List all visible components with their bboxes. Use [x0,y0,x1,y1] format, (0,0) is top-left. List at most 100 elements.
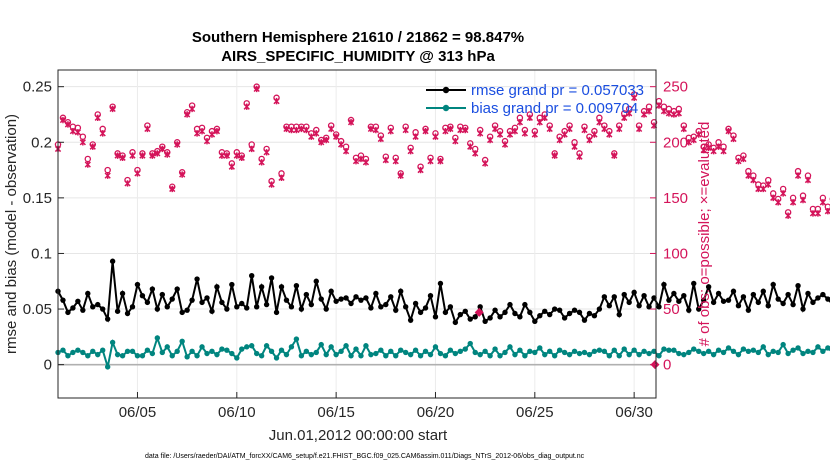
obs-evaluated-marker [243,103,250,110]
rmse-point [229,281,235,288]
rmse-point [407,317,414,323]
bias-point [556,347,563,353]
obs-evaluated-marker [278,174,285,182]
bias-point [561,349,568,356]
obs-evaluated-marker [730,135,737,143]
chart-title: Southern Hemisphere 21610 / 21862 = 98.8… [192,29,524,46]
rmse-point [114,308,121,314]
obs-evaluated-marker [765,181,772,188]
rmse-point [159,291,166,298]
bias-point [393,353,399,359]
bias-point [800,350,806,357]
bias-point [512,351,518,358]
obs-evaluated-marker [114,152,121,159]
obs-evaluated-marker [660,107,668,115]
obs-evaluated-marker [705,144,712,152]
rmse-point [646,304,652,310]
x-tick-label: 06/20 [417,404,455,421]
rmse-point [566,310,573,317]
bias-point [586,351,593,358]
obs-evaluated-marker [337,141,345,148]
y2-tick-label: 250 [663,79,688,96]
bias-point [730,348,737,355]
rmse-point [328,288,334,294]
rmse-point [512,310,518,317]
bias-point [134,353,141,359]
bias-point [368,351,374,358]
rmse-point [681,293,687,299]
rmse-point [571,307,578,313]
obs-evaluated-marker [208,131,216,138]
rmse-point [353,294,359,300]
rmse-point [671,290,677,297]
bias-point [378,347,384,353]
obs-evaluated-marker [586,136,593,144]
obs-evaluated-marker [69,127,77,135]
bias-point [338,348,344,355]
bias-point [790,347,796,353]
rmse-point [293,283,300,289]
bias-point [532,349,538,356]
bias-point [358,353,364,359]
obs-evaluated-marker [794,172,802,179]
bias-point [576,350,583,357]
rmse-point [815,295,821,301]
obs-evaluated-marker [531,131,538,138]
obs-evaluated-marker [457,126,464,134]
bias-point [537,345,543,351]
rmse-point [338,296,344,302]
obs-evaluated-marker [635,125,643,133]
rmse-point [715,290,722,297]
bias-point [477,351,483,358]
bias-point [780,341,786,348]
rmse-point [288,304,295,310]
legend: rmse grand pr = 0.057033 bias grand pr =… [426,82,644,117]
rmse-point [447,304,454,310]
obs-evaluated-marker [780,190,787,197]
obs-evaluated-marker [129,152,136,159]
obs-evaluated-marker [159,145,166,153]
bias-point [596,347,603,353]
bias-point [283,351,290,358]
bias-point [457,348,464,355]
rmse-point [278,284,285,290]
obs-evaluated-marker [422,127,429,135]
bias-point [571,348,578,355]
bias-point [184,354,190,360]
bias-point [681,351,687,358]
bias-point [417,353,424,359]
bias-point [522,353,528,359]
obs-evaluated-marker [467,143,474,150]
obs-evaluated-marker [139,152,146,159]
rmse-point [517,314,523,320]
bias-point [398,347,404,353]
obs-evaluated-marker [472,150,479,157]
obs-evaluated-marker [581,126,588,134]
bias-point [268,348,275,355]
obs-evaluated-marker [621,114,628,122]
bias-point [273,355,280,361]
rmse-point [457,311,464,318]
bias-point [666,347,672,353]
rmse-point [388,294,394,300]
obs-evaluated-marker [725,127,732,135]
obs-evaluated-marker [710,147,717,155]
rmse-point [616,311,622,318]
bias-point [422,348,429,355]
obs-evaluated-marker [318,139,325,146]
obs-evaluated-marker [695,131,702,138]
bias-point [124,348,131,355]
rmse-point [323,306,329,312]
bias-point [527,348,533,355]
bias-point [249,343,255,349]
obs-evaluated-marker [809,210,817,217]
obs-evaluated-marker [770,194,777,202]
obs-evaluated-marker [501,141,509,148]
plot-frame [57,69,657,399]
bias-point [725,345,732,351]
obs-evaluated-marker [626,110,633,117]
obs-evaluated-marker [313,130,320,137]
rmse-point [626,299,632,306]
bias-point [288,344,295,350]
rmse-point [785,291,791,298]
